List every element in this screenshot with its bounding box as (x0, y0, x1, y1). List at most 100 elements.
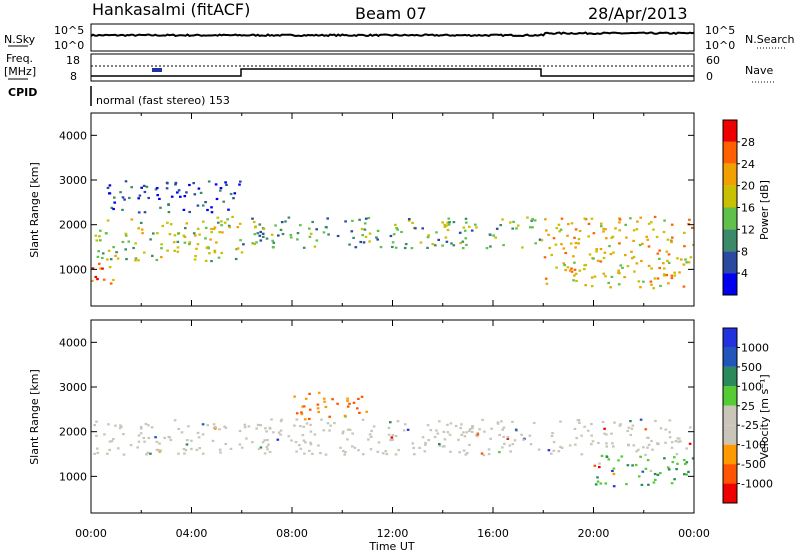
range-cell (298, 444, 301, 447)
range-cell (647, 222, 651, 225)
range-cell (568, 269, 572, 272)
range-cell (324, 453, 328, 456)
range-cell (438, 443, 441, 446)
range-cell (210, 211, 214, 214)
range-cell (287, 216, 291, 219)
range-cell (441, 221, 444, 224)
range-cell (343, 414, 347, 417)
range-cell (210, 227, 213, 231)
range-cell (414, 227, 417, 230)
range-cell (220, 251, 223, 255)
time-axis: 00:00 04:00 08:00 12:00 16:00 20:00 00:00 (75, 527, 710, 540)
range-cell (521, 246, 524, 249)
range-cell (607, 458, 611, 461)
range-cell (98, 235, 101, 238)
range-cell (670, 277, 674, 280)
colorbar-tick-label: -500 (741, 458, 766, 471)
range-cell (612, 485, 616, 488)
range-cell (397, 448, 400, 452)
range-cell (385, 453, 389, 456)
range-cell (300, 413, 304, 416)
range-cell (617, 269, 620, 272)
y-tick-label: 2000 (59, 219, 87, 232)
range-cell (379, 246, 383, 249)
range-cell (426, 236, 430, 239)
range-cell (666, 466, 670, 469)
range-cell (167, 211, 171, 214)
range-cell (258, 234, 262, 237)
range-cell (196, 243, 200, 246)
range-cell (369, 448, 373, 451)
range-cell (573, 274, 576, 277)
range-cell (674, 440, 678, 443)
range-cell (219, 451, 222, 454)
range-cell (253, 242, 256, 246)
colorbar-frame (722, 327, 738, 504)
range-cell (490, 427, 493, 430)
range-cell (293, 424, 296, 427)
range-cell (109, 258, 113, 261)
range-cell (483, 430, 486, 433)
range-cell (590, 423, 593, 426)
range-cell (161, 224, 164, 228)
range-cell (656, 252, 660, 255)
range-cell (112, 278, 115, 282)
range-cell (187, 425, 190, 428)
range-cell (210, 231, 213, 234)
range-cell (227, 224, 231, 227)
range-cell (387, 433, 391, 436)
range-cell (604, 482, 608, 485)
range-cell (177, 452, 180, 455)
range-cell (266, 439, 269, 442)
freq-left-bottom: 8 (70, 70, 77, 83)
range-cell (239, 180, 242, 183)
range-cell (557, 450, 561, 453)
range-cell (538, 238, 542, 241)
range-cell (363, 228, 367, 231)
range-cell (656, 473, 660, 476)
range-cell (602, 230, 605, 233)
range-cell (687, 261, 691, 264)
range-cell (346, 438, 349, 441)
range-cell (245, 437, 248, 440)
freq-right-top: 60 (706, 54, 720, 67)
range-cell (376, 229, 380, 232)
range-cell (114, 254, 117, 257)
range-cell (592, 257, 595, 260)
range-cell (315, 228, 318, 231)
range-cell (626, 429, 629, 433)
range-cell (442, 430, 446, 433)
range-cell (96, 447, 99, 450)
time-tick-label: 12:00 (377, 527, 409, 540)
range-cell (192, 182, 195, 185)
range-cell (176, 240, 180, 243)
range-cell (605, 433, 608, 436)
range-cell (309, 430, 313, 433)
range-cell (309, 443, 313, 446)
range-cell (631, 464, 634, 467)
range-cell (663, 219, 666, 222)
colorbar-swatch (723, 366, 737, 387)
range-cell (418, 446, 421, 449)
range-cell (676, 437, 679, 440)
range-cell (555, 227, 559, 230)
range-cell (562, 262, 566, 265)
range-cell (143, 440, 146, 443)
range-cell (586, 429, 590, 432)
range-cell (95, 420, 98, 423)
range-cell (682, 458, 686, 462)
range-cell (144, 422, 148, 425)
range-cell (204, 201, 207, 204)
range-cell (238, 443, 242, 446)
range-cell (154, 436, 157, 439)
range-cell (167, 435, 171, 439)
range-cell (219, 187, 223, 190)
range-cell (210, 260, 213, 263)
range-cell (201, 433, 205, 436)
range-cell (683, 231, 686, 234)
range-cell (376, 238, 379, 241)
range-cell (522, 438, 525, 441)
range-cell (106, 258, 109, 261)
range-cell (182, 208, 186, 211)
